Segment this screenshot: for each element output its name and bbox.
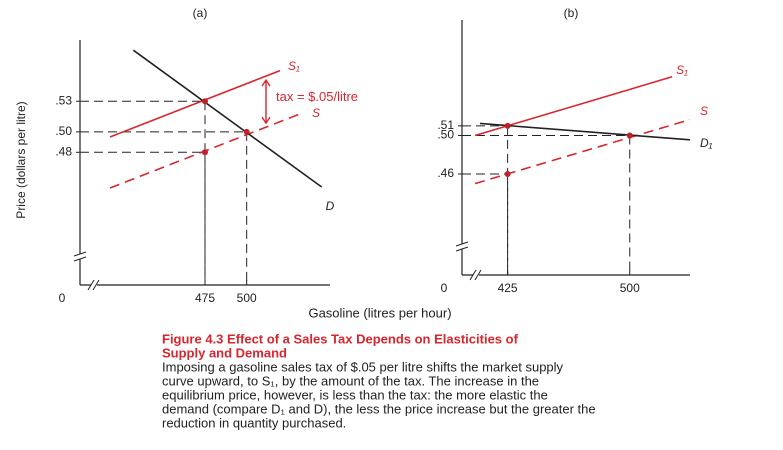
caption-body: Imposing a gasoline sales tax of $.05 pe… [162, 359, 564, 374]
curve [479, 122, 691, 141]
axis-break [92, 279, 100, 291]
curve [109, 69, 281, 138]
curve-label: S [700, 104, 708, 118]
caption-body: equilibrium price, however, is less than… [162, 387, 548, 402]
caption-title: Figure 4.3 Effect of a Sales Tax Depends… [162, 331, 519, 346]
origin-label: 0 [441, 281, 448, 295]
equilibrium-point [504, 170, 511, 177]
caption-title: Supply and Demand [162, 345, 287, 360]
equilibrium-point [243, 128, 250, 135]
panel-label: (b) [564, 6, 579, 20]
axis-break [456, 244, 468, 249]
x-tick-label: 425 [498, 281, 518, 295]
axis-break [73, 251, 87, 257]
x-tick-label: 500 [620, 281, 640, 295]
axis-break [455, 246, 469, 252]
y-tick-label: .50 [55, 124, 72, 138]
axis-break [87, 279, 95, 291]
curve-label: S [312, 106, 320, 120]
axis-break [91, 279, 97, 291]
axis-break [474, 269, 482, 281]
y-tick-label: .46 [437, 166, 454, 180]
equilibrium-point [202, 149, 208, 156]
curve [474, 76, 673, 137]
x-axis-label: Gasoline (litres per hour) [308, 305, 451, 320]
curve-label: S₁ [676, 63, 688, 77]
tax-arrow-head [261, 116, 271, 125]
y-tick-label: .53 [55, 93, 72, 107]
y-tick-label: .51 [437, 118, 454, 132]
axis-break [455, 241, 469, 247]
y-tick-label: .50 [437, 128, 454, 142]
x-tick-label: 475 [195, 291, 215, 305]
curve-label: S₁ [288, 59, 300, 73]
axis-break [73, 256, 87, 262]
axis-break [469, 269, 477, 281]
axis-break [74, 254, 86, 259]
x-tick-label: 500 [237, 291, 257, 305]
equilibrium-point [504, 122, 511, 129]
curve-label: D₁ [700, 136, 713, 150]
annotation: tax = $.05/litre [276, 89, 358, 104]
caption-body: curve upward, to S₁, by the amount of th… [162, 373, 539, 388]
y-tick-label: .48 [55, 144, 72, 158]
y-axis-label: Price (dollars per litre) [14, 101, 28, 218]
tax-arrow-head [261, 78, 271, 87]
curve-label: D [326, 199, 335, 213]
caption-body: demand (compare D₁ and D), the less the … [162, 401, 596, 416]
panel-label: (a) [193, 6, 208, 20]
axis-break [473, 269, 479, 281]
curve [474, 118, 691, 185]
curve [132, 49, 323, 188]
origin-label: 0 [59, 291, 66, 305]
equilibrium-point [626, 132, 633, 139]
caption-body: reduction in quantity purchased. [162, 415, 346, 430]
equilibrium-point [202, 98, 208, 105]
